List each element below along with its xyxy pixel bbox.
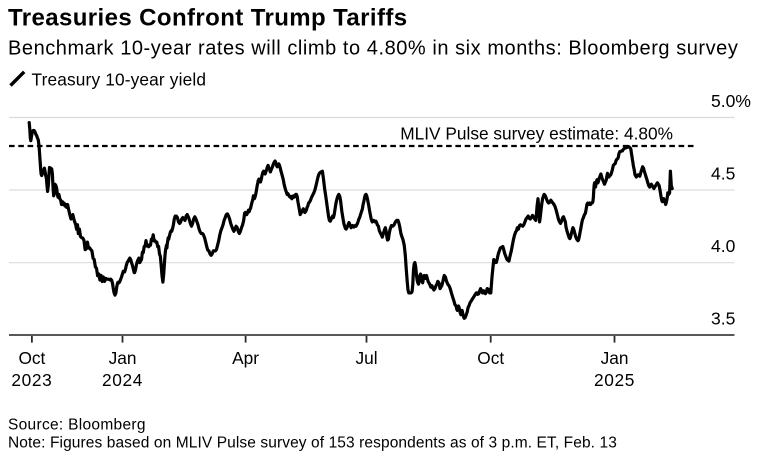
svg-text:Note: Figures based on MLIV Pu: Note: Figures based on MLIV Pulse survey… — [8, 435, 617, 452]
svg-text:Oct: Oct — [18, 348, 45, 368]
svg-text:MLIV Pulse survey estimate: 4.: MLIV Pulse survey estimate: 4.80% — [400, 123, 673, 143]
svg-text:2025: 2025 — [594, 370, 635, 390]
svg-text:4.0: 4.0 — [711, 236, 736, 256]
svg-text:Jul: Jul — [355, 348, 377, 368]
svg-text:Jan: Jan — [109, 348, 137, 368]
svg-text:2023: 2023 — [11, 370, 52, 390]
svg-text:Treasury 10-year yield: Treasury 10-year yield — [32, 70, 207, 90]
svg-text:Treasuries Confront Trump Tari: Treasuries Confront Trump Tariffs — [8, 5, 408, 32]
svg-text:Oct: Oct — [477, 348, 504, 368]
svg-text:3.5: 3.5 — [711, 308, 735, 328]
svg-text:Jan: Jan — [601, 348, 629, 368]
svg-text:5.0%: 5.0% — [711, 91, 751, 111]
svg-text:Apr: Apr — [232, 348, 259, 368]
svg-text:2024: 2024 — [102, 370, 143, 390]
svg-text:Benchmark 10-year rates will c: Benchmark 10-year rates will climb to 4.… — [8, 38, 738, 60]
svg-text:Source: Bloomberg: Source: Bloomberg — [8, 416, 146, 433]
svg-text:4.5: 4.5 — [711, 163, 735, 183]
